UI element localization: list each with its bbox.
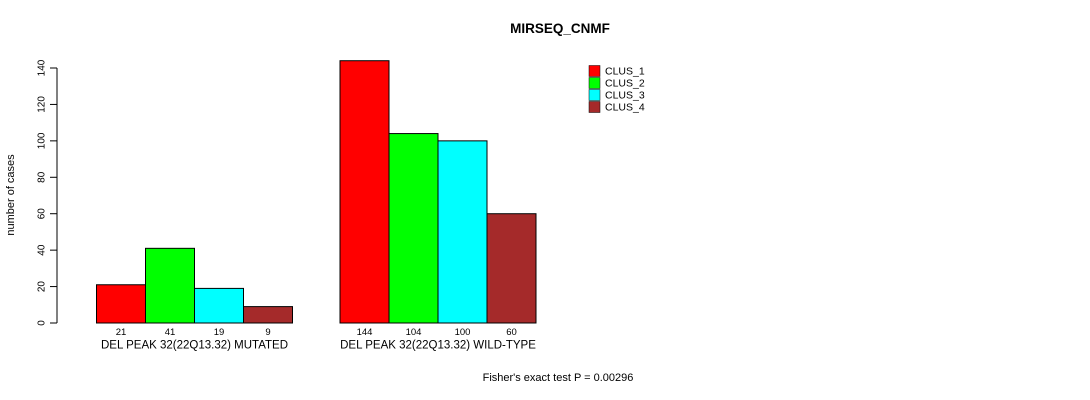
y-axis: 0 20 40 60 80 100 120 140 <box>37 59 58 326</box>
bars-layer <box>96 60 537 324</box>
legend-label-clus_4: CLUS_4 <box>605 102 645 114</box>
bar-clus_2-category-0 <box>145 247 195 324</box>
bar-value-label: 41 <box>165 327 176 338</box>
labels-layer: 21 41 19 9 DEL PEAK 32(22Q13.32) MUTATED 144 1… <box>101 327 536 352</box>
bar-value-label: 19 <box>214 327 225 338</box>
y-axis-tick-label: 40 <box>37 244 48 256</box>
bar-clus_4-category-0 <box>243 306 293 324</box>
y-axis-tick-label: 80 <box>37 171 48 183</box>
y-axis-tick-label: 20 <box>37 281 48 293</box>
bar-value-label: 104 <box>406 327 422 338</box>
bar-value-label: 9 <box>265 327 270 338</box>
legend-swatch-clus_3 <box>588 89 601 101</box>
legend-swatch-clus_4 <box>588 101 601 113</box>
bar-value-label: 144 <box>357 327 373 338</box>
y-axis-label: number of cases <box>5 154 17 236</box>
footnote-fisher-test: Fisher's exact test P = 0.00296 <box>483 372 634 384</box>
y-axis-tick-label: 140 <box>37 59 48 76</box>
y-axis-tick-label: 60 <box>37 208 48 220</box>
bar-value-label: 60 <box>506 327 517 338</box>
x-category-label-1: DEL PEAK 32(22Q13.32) WILD-TYPE <box>340 340 536 352</box>
chart-title: MIRSEQ_CNMF <box>510 21 610 36</box>
legend-label-clus_3: CLUS_3 <box>605 90 645 102</box>
legend-label-clus_2: CLUS_2 <box>605 78 645 90</box>
y-axis-tick-label: 0 <box>37 320 48 326</box>
bar-clus_3-category-1 <box>437 140 488 324</box>
legend-swatch-clus_1 <box>588 65 601 77</box>
bar-clus_4-category-1 <box>486 213 537 324</box>
x-category-label-0: DEL PEAK 32(22Q13.32) MUTATED <box>101 340 288 352</box>
y-axis-tick-label: 100 <box>37 132 48 149</box>
bar-clus_1-category-0 <box>96 284 146 324</box>
bar-clus_3-category-0 <box>194 287 244 324</box>
legend-label-clus_1: CLUS_1 <box>605 66 645 78</box>
bar-clus_1-category-1 <box>339 60 390 324</box>
legend-swatch-clus_2 <box>588 77 601 89</box>
y-axis-tick-label: 120 <box>37 96 48 113</box>
bar-clus_2-category-1 <box>388 133 439 324</box>
bar-value-label: 100 <box>455 327 471 338</box>
bar-value-label: 21 <box>116 327 127 338</box>
